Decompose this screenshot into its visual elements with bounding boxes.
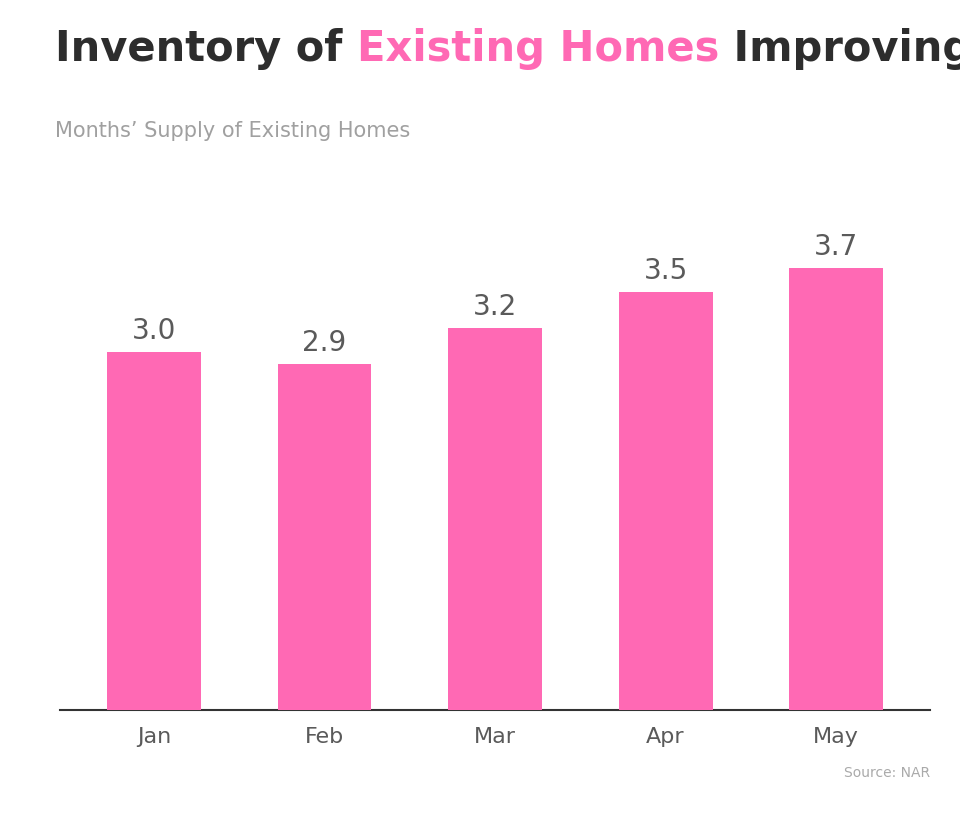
Text: 2.9: 2.9 — [302, 328, 347, 357]
Text: 3.2: 3.2 — [473, 293, 517, 321]
Text: Existing Homes: Existing Homes — [357, 28, 719, 70]
Bar — [789, 269, 883, 710]
Text: 619-736-7003: 619-736-7003 — [490, 759, 641, 778]
Bar — [618, 292, 712, 710]
Text: Source: NAR: Source: NAR — [844, 765, 930, 780]
Text: 3.5: 3.5 — [643, 257, 687, 285]
Text: Inventory of: Inventory of — [55, 28, 357, 70]
Text: 3.7: 3.7 — [814, 234, 858, 261]
Text: McT Real Estate Group: McT Real Estate Group — [115, 759, 365, 778]
Text: Improving: Improving — [719, 28, 960, 70]
Bar — [107, 352, 201, 710]
FancyBboxPatch shape — [5, 735, 100, 835]
Text: Big Block Realty, Inc: Big Block Realty, Inc — [115, 795, 339, 814]
Bar — [277, 364, 372, 710]
Text: 3.0: 3.0 — [132, 317, 176, 345]
Text: Months’ Supply of Existing Homes: Months’ Supply of Existing Homes — [55, 121, 410, 140]
Text: mctrealestategroup.com: mctrealestategroup.com — [490, 795, 761, 814]
Bar — [448, 328, 541, 710]
